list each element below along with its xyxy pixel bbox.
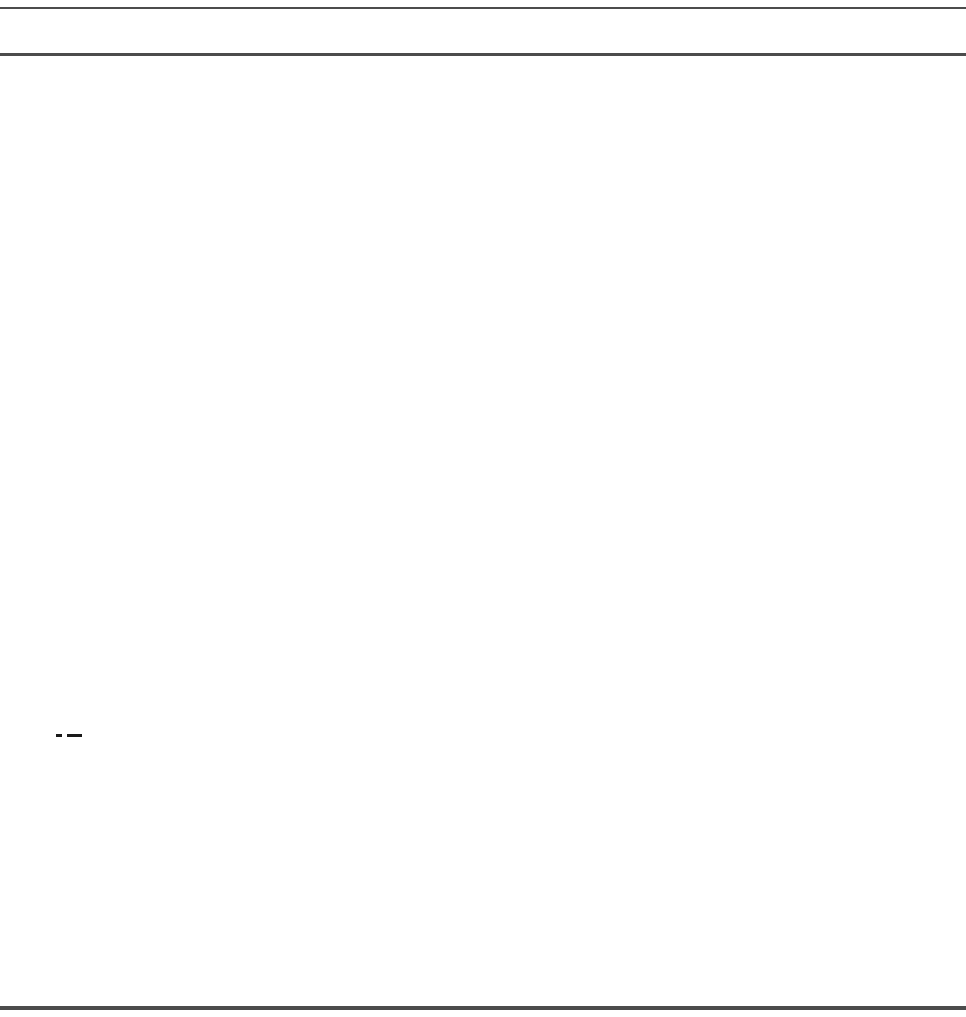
- top-rule: [0, 7, 966, 9]
- legend-level-charts: [56, 722, 184, 746]
- legend-item-residents: [56, 722, 92, 734]
- euro-growth-chart: [476, 422, 966, 716]
- debt-securities-swatch-icon: [152, 722, 174, 734]
- residents-swatch-icon: [56, 722, 78, 734]
- legend-growth-charts: [512, 722, 706, 734]
- header-rule: [0, 53, 966, 56]
- dollar-growth-chart: [476, 94, 966, 388]
- bank-loans-swatch-icon: [152, 734, 174, 746]
- bank-loans-line-icon: [670, 726, 696, 730]
- bottom-rule: [0, 1006, 966, 1010]
- legend-item-bank-loans-line: [670, 726, 706, 730]
- euro-level-chart: [0, 422, 490, 716]
- legend-item-residents-line: [512, 722, 624, 734]
- dollar-level-chart: [0, 94, 490, 388]
- residents-line-icon: [512, 730, 538, 734]
- legend-item-of-which: [56, 734, 92, 737]
- legend-item-bank-loans: [152, 734, 184, 746]
- dashed-line-icon: [56, 734, 82, 737]
- legend-item-debt-securities: [152, 722, 184, 734]
